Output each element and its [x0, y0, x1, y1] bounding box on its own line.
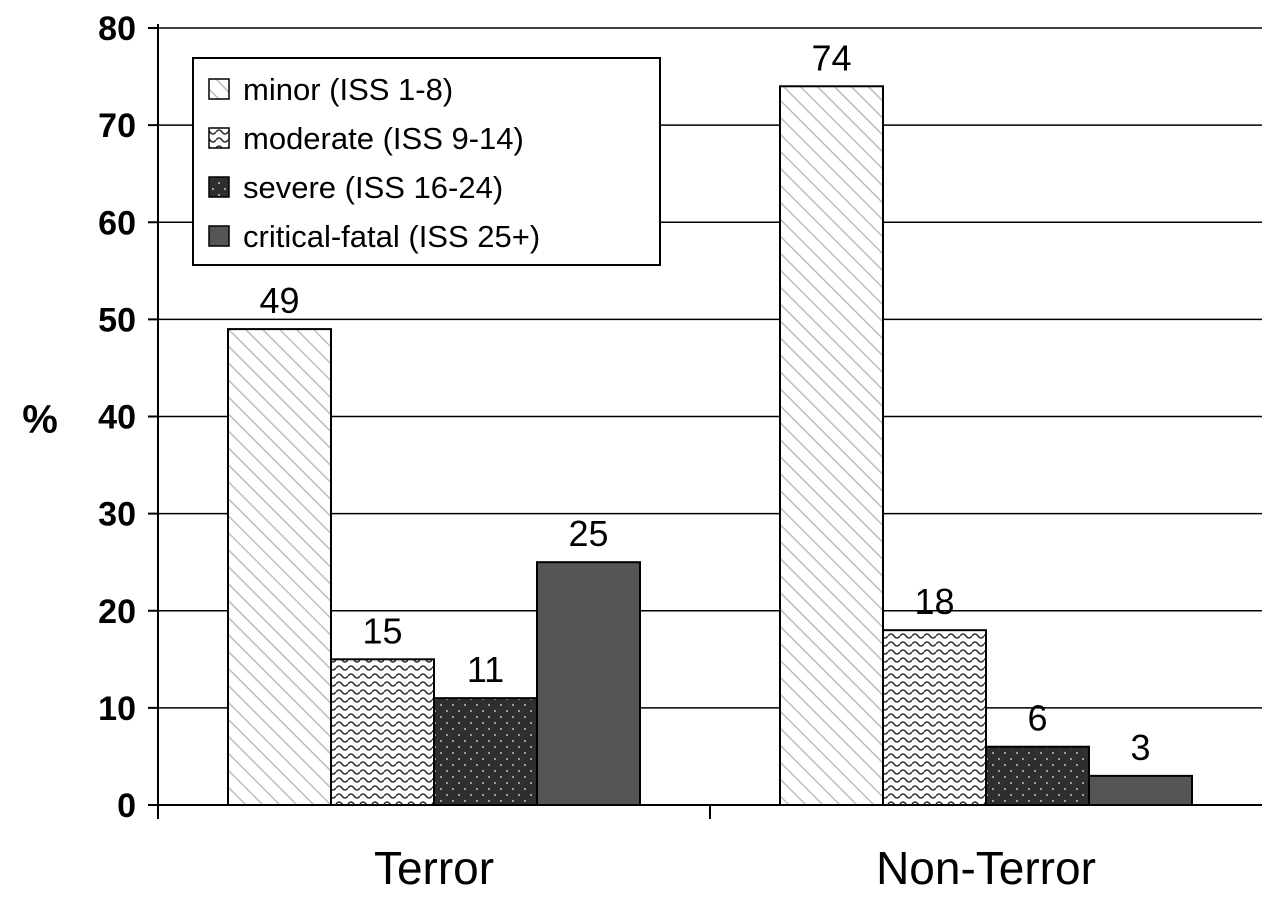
category-label: Non-Terror: [876, 842, 1096, 894]
bar: [1088, 774, 1193, 806]
legend-entry: moderate (ISS 9-14): [243, 121, 524, 156]
category-label: Terror: [374, 842, 494, 894]
bar: [433, 697, 538, 806]
data-label: 15: [362, 610, 402, 651]
data-label: 49: [259, 280, 299, 321]
bar: [330, 658, 435, 806]
data-label: 74: [811, 37, 851, 78]
data-label: 25: [568, 513, 608, 554]
legend-box: [192, 57, 661, 266]
y-tick-label: 20: [98, 593, 136, 631]
legend-entry: severe (ISS 16-24): [243, 170, 503, 205]
y-tick-label: 70: [98, 107, 136, 145]
data-label: 11: [467, 649, 504, 690]
bars: [227, 85, 1193, 806]
legend-entry: minor (ISS 1-8): [243, 72, 453, 107]
y-tick-label: 10: [98, 690, 136, 728]
y-tick-label: 60: [98, 204, 136, 242]
legend-swatch: [208, 78, 230, 100]
axes: [148, 24, 1262, 819]
data-label: 3: [1130, 727, 1150, 768]
legend: minor (ISS 1-8) moderate (ISS 9-14) severe…: [192, 57, 661, 266]
legend-swatch: [208, 176, 230, 198]
legend-swatch: [208, 127, 230, 149]
bar: [536, 561, 641, 806]
bar: [985, 745, 1090, 806]
y-tick-label: 40: [98, 399, 136, 437]
data-label: 18: [914, 581, 954, 622]
legend-swatch: [208, 225, 230, 247]
y-axis-label: %: [22, 398, 58, 442]
legend-entry: critical-fatal (ISS 25+): [243, 219, 540, 254]
y-tick-label: 0: [117, 787, 136, 825]
y-tick-label: 50: [98, 301, 136, 339]
data-label: 6: [1027, 698, 1047, 739]
y-tick-label: 80: [98, 10, 136, 48]
bar: [882, 629, 987, 806]
y-tick-label: 30: [98, 496, 136, 534]
labels: 0 10 20 30 40 50 60 70 80% 49 15 11 25 Terror 74 18 6 3 No…: [22, 10, 1150, 894]
bar: [227, 328, 332, 806]
bar: [779, 85, 884, 806]
